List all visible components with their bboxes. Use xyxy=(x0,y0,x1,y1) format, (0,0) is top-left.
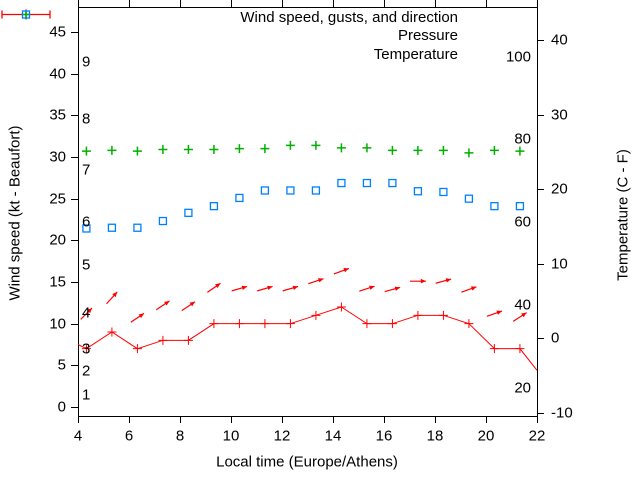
gust-direction-arrow-head xyxy=(292,285,299,290)
temperature-point xyxy=(82,224,91,233)
plot-border xyxy=(78,7,538,417)
y-axis-label-right: Temperature (C - F) xyxy=(614,149,632,281)
gust-direction-arrow-head xyxy=(470,286,477,291)
temperature-point xyxy=(311,186,321,195)
gust-direction-arrow-head xyxy=(521,312,527,318)
temperature-point xyxy=(337,178,346,188)
gust-direction-arrow-head xyxy=(343,268,349,273)
temperature-point xyxy=(413,187,423,196)
legend-item-wind: Wind speed, gusts, and direction xyxy=(0,8,519,27)
gust-direction-arrow-head xyxy=(164,300,170,306)
gust-direction-arrow-head xyxy=(86,308,93,314)
gust-direction-arrow-head xyxy=(420,278,426,284)
temperature-point xyxy=(184,208,193,217)
gust-direction-arrow-head xyxy=(369,285,375,290)
gust-direction-arrow-head xyxy=(241,285,248,290)
temperature-point xyxy=(464,194,474,203)
legend-label-pressure: Pressure xyxy=(397,27,458,45)
x-axis-label: Local time (Europe/Athens) xyxy=(216,453,398,471)
temperature-point xyxy=(439,187,448,197)
temperature-point xyxy=(388,178,397,188)
pressure-points xyxy=(81,140,525,158)
gust-direction-arrow-head xyxy=(318,278,324,283)
wind-speed-markers xyxy=(81,302,525,354)
gust-direction-arrow-head xyxy=(445,278,452,283)
temperature-point xyxy=(235,193,244,203)
gust-direction-arrow-head xyxy=(496,310,502,315)
gust-direction-arrow-head xyxy=(138,313,145,319)
temperature-point xyxy=(286,186,295,195)
temperature-point xyxy=(107,223,117,232)
temperature-point xyxy=(515,201,525,211)
gust-direction-arrow-head xyxy=(189,301,196,307)
open-square-glyph xyxy=(21,10,31,19)
y-axis-label-left: Wind speed (kt - Beaufort) xyxy=(6,125,24,301)
temperature-point xyxy=(209,201,219,211)
gust-direction-arrow-head xyxy=(267,285,273,290)
temperature-point xyxy=(133,223,142,232)
legend-item-pressure: Pressure xyxy=(0,10,519,46)
legend-label-wind: Wind speed, gusts, and direction xyxy=(240,8,458,26)
legend-item-temperature: Temperature xyxy=(0,10,519,64)
axis-ticks xyxy=(71,0,544,423)
temperature-point xyxy=(158,216,168,226)
temperature-point xyxy=(490,201,499,211)
gust-direction-arrow-head xyxy=(112,291,118,298)
gust-direction-arrow-head xyxy=(394,286,401,291)
temperature-point xyxy=(260,186,270,195)
wind-speed-line xyxy=(77,306,538,371)
temperature-point xyxy=(362,178,372,188)
gust-direction-arrow-head xyxy=(215,283,221,288)
legend: Wind speed, gusts, and direction Pressur… xyxy=(0,8,519,64)
legend-label-temperature: Temperature xyxy=(373,45,458,63)
